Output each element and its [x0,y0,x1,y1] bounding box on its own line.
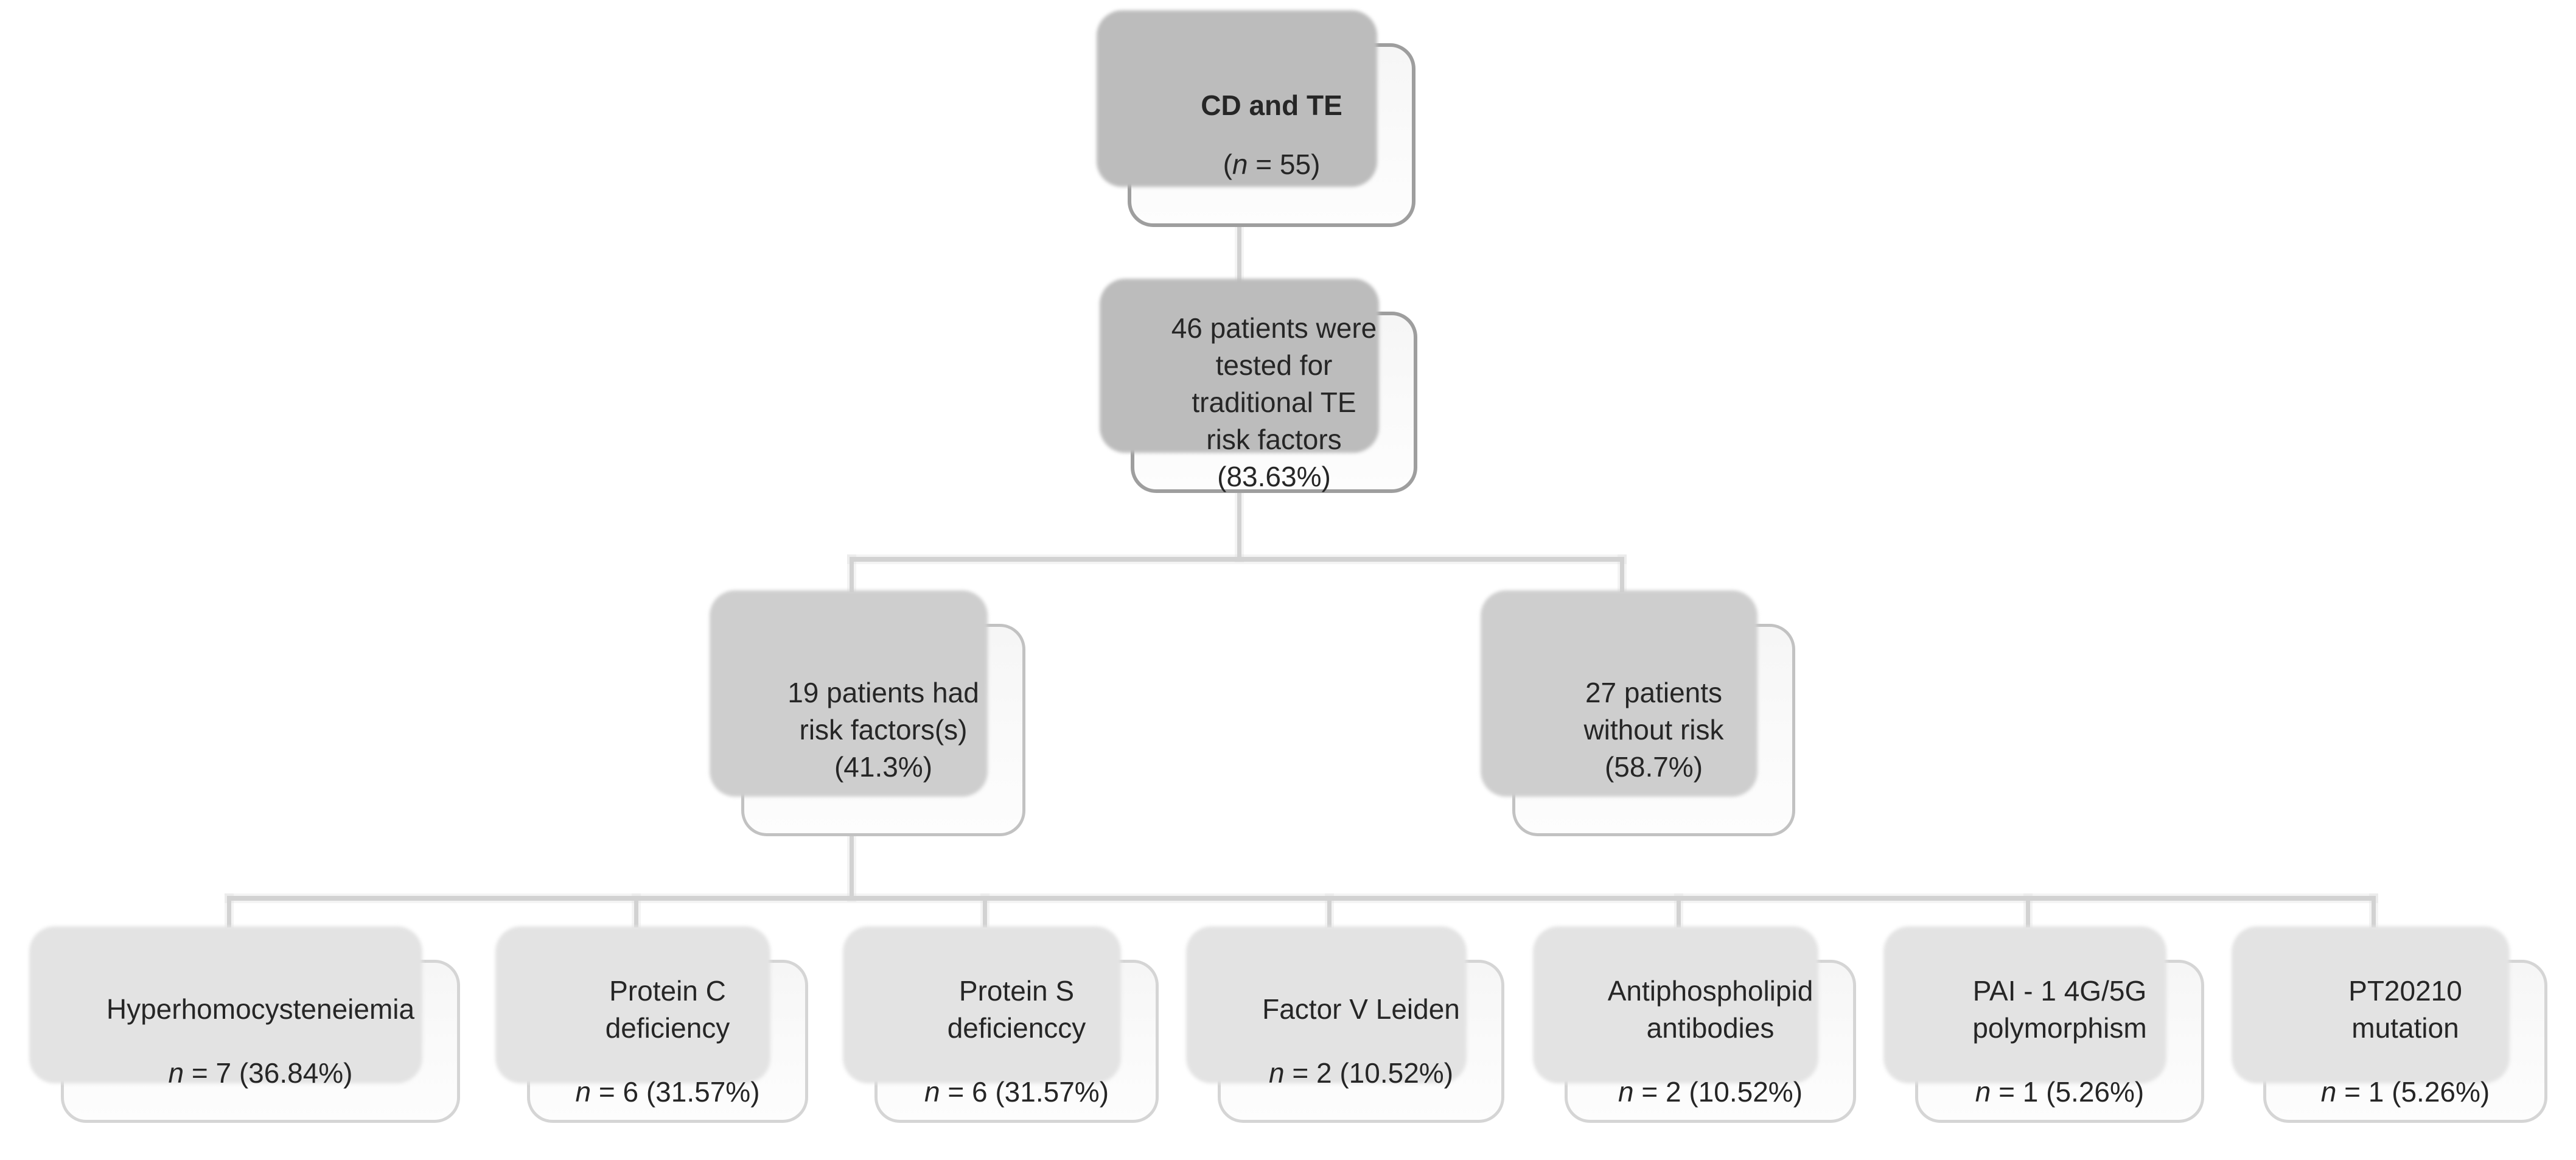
connector-branch2-horizontal [227,896,2376,901]
connector-stub-without-risk [1620,557,1624,592]
node-without-risk-line: without risk [1583,714,1724,746]
node-protein-s-deficiency: Protein S deficienccy n = 6 (31.57%) [874,960,1159,1123]
node-with-risk-line: risk factors(s) [799,714,968,746]
node-tested-line: traditional TE [1192,386,1356,418]
node-tested: 46 patients were tested for traditional … [1131,312,1417,493]
node-antiphospholipid-antibodies: Antiphospholipid antibodies n = 2 (10.52… [1565,960,1856,1123]
leaf-title: PT20210 [2348,974,2462,1007]
leaf-stat: n = 6 (31.57%) [575,1075,760,1108]
leaf-title: deficiency [605,1012,730,1044]
leaf-title: polymorphism [1972,1012,2147,1044]
connector-stub-leaf-3 [983,896,987,928]
leaf-stat: n = 6 (31.57%) [924,1075,1109,1108]
node-cd-and-te-title: CD and TE [1201,89,1342,121]
leaf-title: deficienccy [947,1012,1086,1044]
node-with-risk-line: (41.3%) [834,751,933,783]
node-tested-line: risk factors [1206,423,1342,455]
connector-root-to-tested [1237,226,1241,314]
leaf-title: PAI - 1 4G/5G [1972,974,2147,1007]
leaf-stat: n = 2 (10.52%) [1268,1057,1454,1089]
node-pt20210-mutation: PT20210 mutation n = 1 (5.26%) [2263,960,2547,1123]
connector-stub-leaf-6 [2026,896,2030,928]
leaf-stat: n = 7 (36.84%) [168,1057,353,1089]
node-tested-line: (83.63%) [1217,460,1331,492]
leaf-title: Protein C [609,974,726,1007]
connector-branch1-horizontal [850,557,1624,562]
node-protein-c-deficiency: Protein C deficiency n = 6 (31.57%) [527,960,808,1123]
leaf-title: antibodies [1646,1012,1775,1044]
connector-stub-with-risk [850,557,854,592]
leaf-title: Hyperhomocysteneiemia [106,993,415,1025]
node-hyperhomocysteneiemia: Hyperhomocysteneiemia n = 7 (36.84%) [61,960,460,1123]
leaf-title: Antiphospholipid [1607,974,1813,1007]
node-with-risk: 19 patients had risk factors(s) (41.3%) [741,624,1025,836]
leaf-title: mutation [2351,1012,2459,1044]
connector-stub-leaf-1 [227,896,231,928]
node-without-risk-line: (58.7%) [1604,751,1703,783]
leaf-stat: n = 2 (10.52%) [1618,1075,1803,1108]
node-tested-line: tested for [1215,349,1333,381]
node-without-risk: 27 patients without risk (58.7%) [1512,624,1795,836]
leaf-stat: n = 1 (5.26%) [1975,1075,2145,1108]
node-with-risk-line: 19 patients had [787,677,979,708]
node-cd-and-te-count: (n = 55) [1223,148,1321,180]
connector-stub-leaf-7 [2372,896,2376,928]
leaf-title: Protein S [958,974,1075,1007]
leaf-stat: n = 1 (5.26%) [2320,1075,2490,1108]
connector-stub-leaf-5 [1677,896,1681,928]
connector-with-risk-down [850,835,854,900]
node-cd-and-te: CD and TE (n = 55) [1128,43,1415,227]
node-tested-line: 46 patients were [1171,312,1377,344]
node-factor-v-leiden: Factor V Leiden n = 2 (10.52%) [1218,960,1504,1123]
connector-stub-leaf-2 [634,896,638,928]
leaf-title: Factor V Leiden [1262,993,1460,1025]
node-pai-1-polymorphism: PAI - 1 4G/5G polymorphism n = 1 (5.26%) [1915,960,2204,1123]
connector-tested-down [1237,492,1241,560]
connector-stub-leaf-4 [1327,896,1332,928]
node-without-risk-line: 27 patients [1585,677,1723,708]
